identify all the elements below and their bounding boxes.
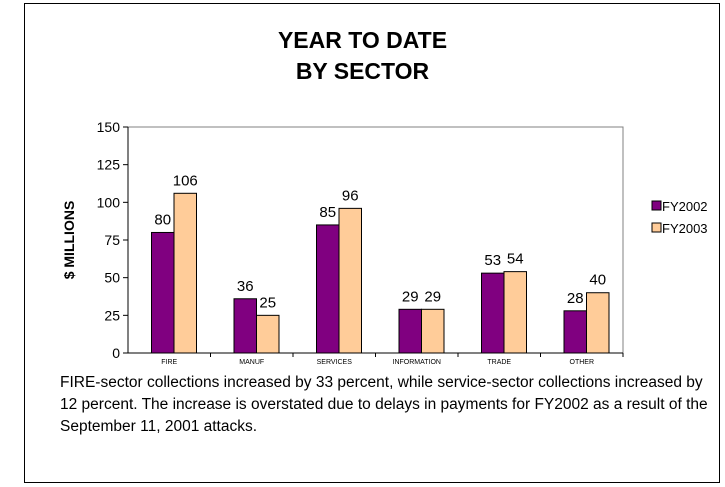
- data-label-fy2003-fire: 106: [173, 172, 198, 189]
- x-tick-label: FIRE: [161, 359, 177, 366]
- bar-fy2003-manuf: [256, 314, 280, 354]
- y-tick-label: 125: [97, 157, 121, 173]
- y-tick-label: 100: [97, 194, 121, 210]
- bar-fy2002-fire: [151, 231, 175, 354]
- bar-fy2003-fire: [173, 192, 197, 354]
- y-tick-label: 25: [104, 307, 120, 323]
- x-tick-label: MANUF: [239, 359, 264, 366]
- y-tick-label: 75: [104, 232, 120, 248]
- slide-frame: [24, 3, 720, 483]
- bar-fy2003-trade: [503, 271, 527, 354]
- legend-swatch-fy2003: [651, 222, 662, 233]
- bar-fy2003-services: [338, 207, 362, 354]
- chart-caption: FIRE-sector collections increased by 33 …: [60, 374, 708, 435]
- data-label-fy2002-fire: 80: [154, 211, 171, 228]
- legend-label-fy2003: FY2003: [662, 221, 708, 236]
- plot-area: [127, 126, 624, 354]
- y-tick-label: 0: [112, 345, 120, 361]
- data-label-fy2002-other: 28: [567, 290, 584, 307]
- bar-fy2002-manuf: [233, 298, 257, 354]
- data-label-fy2003-information: 29: [424, 288, 441, 305]
- data-label-fy2003-other: 40: [589, 272, 606, 289]
- legend-swatch-fy2002: [651, 200, 662, 211]
- data-label-fy2003-services: 96: [342, 187, 359, 204]
- data-label-fy2002-services: 85: [319, 204, 336, 221]
- x-tick-label: INFORMATION: [393, 359, 441, 366]
- x-tick-label: TRADE: [487, 359, 511, 366]
- data-label-fy2002-information: 29: [402, 288, 419, 305]
- bar-fy2002-trade: [481, 272, 505, 354]
- chart-title-line-1: YEAR TO DATE: [277, 27, 448, 53]
- y-tick-label: 50: [104, 270, 120, 286]
- bar-fy2002-other: [563, 310, 587, 354]
- y-tick-label: 150: [97, 119, 121, 135]
- chart-title-line-2: BY SECTOR: [295, 58, 430, 84]
- y-axis-title: $ MILLIONS: [61, 201, 77, 280]
- legend-label-fy2002: FY2002: [662, 199, 708, 214]
- x-tick-label: SERVICES: [317, 359, 353, 366]
- bar-fy2003-information: [421, 308, 445, 354]
- x-tick-label: OTHER: [570, 359, 595, 366]
- data-label-fy2003-trade: 54: [507, 251, 524, 268]
- data-label-fy2003-manuf: 25: [259, 294, 276, 311]
- data-label-fy2002-trade: 53: [484, 252, 501, 269]
- bar-fy2002-information: [398, 308, 422, 354]
- data-label-fy2002-manuf: 36: [237, 278, 254, 295]
- bar-fy2003-other: [586, 292, 610, 354]
- bar-fy2002-services: [316, 224, 340, 354]
